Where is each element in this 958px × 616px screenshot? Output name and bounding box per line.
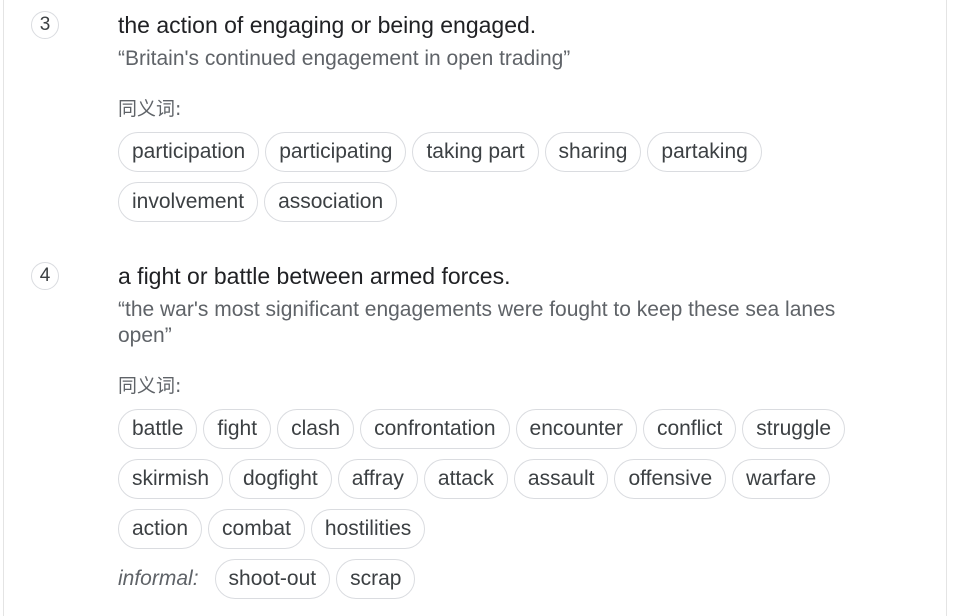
synonym-chip[interactable]: fight <box>203 409 272 449</box>
synonym-chip[interactable]: affray <box>337 459 418 499</box>
panel-left-border <box>3 0 4 616</box>
synonym-chip[interactable]: participation <box>118 132 260 172</box>
synonym-chip[interactable]: dogfight <box>229 459 332 499</box>
example-sentence: “Britain's continued engagement in open … <box>118 47 571 70</box>
synonym-chip[interactable]: participating <box>265 132 407 172</box>
synonym-chip[interactable]: hostilities <box>310 509 426 549</box>
sense-content: the action of engaging or being engaged.… <box>118 10 918 222</box>
synonym-chip[interactable]: assault <box>513 459 609 499</box>
synonyms-label: 同义词: <box>118 375 182 397</box>
informal-synonym-chip[interactable]: scrap <box>336 559 416 599</box>
example-sentence: “the war's most significant engagements … <box>118 298 836 347</box>
informal-synonym-chip[interactable]: shoot-out <box>214 559 331 599</box>
synonym-chip[interactable]: association <box>264 182 398 222</box>
synonym-chip[interactable]: attack <box>423 459 508 499</box>
synonym-chip[interactable]: struggle <box>742 409 846 449</box>
synonym-chip-row: skirmish dogfight affray attack assault … <box>118 459 918 499</box>
panel-right-border <box>946 0 947 616</box>
synonym-chip-row: battle fight clash confrontation encount… <box>118 409 918 449</box>
informal-label: informal: <box>118 567 199 590</box>
synonym-chip-row: participation participating taking part … <box>118 132 918 172</box>
synonym-chip[interactable]: clash <box>277 409 355 449</box>
synonym-chip-row: involvement association <box>118 182 918 222</box>
synonyms-label: 同义词: <box>118 98 182 120</box>
synonym-chip[interactable]: involvement <box>118 182 259 222</box>
synonym-chip[interactable]: offensive <box>614 459 727 499</box>
synonym-chip[interactable]: taking part <box>412 132 539 172</box>
sense-content: a fight or battle between armed forces. … <box>118 261 918 599</box>
synonym-chip[interactable]: battle <box>118 409 198 449</box>
synonym-chip[interactable]: warfare <box>732 459 831 499</box>
sense-number-badge: 4 <box>31 262 59 290</box>
synonym-chip[interactable]: sharing <box>544 132 642 172</box>
definition-text: a fight or battle between armed forces. <box>118 263 511 289</box>
synonym-chip[interactable]: action <box>118 509 203 549</box>
informal-synonym-row: informal: shoot-out scrap <box>118 559 918 599</box>
synonym-chip[interactable]: skirmish <box>118 459 223 499</box>
synonym-chip-row: action combat hostilities <box>118 509 918 549</box>
synonym-chip[interactable]: confrontation <box>360 409 510 449</box>
synonym-chip[interactable]: partaking <box>647 132 762 172</box>
synonym-chip[interactable]: conflict <box>642 409 737 449</box>
definition-text: the action of engaging or being engaged. <box>118 12 537 38</box>
sense-number-badge: 3 <box>31 11 59 39</box>
synonym-chip[interactable]: combat <box>208 509 305 549</box>
synonym-chip[interactable]: encounter <box>515 409 637 449</box>
